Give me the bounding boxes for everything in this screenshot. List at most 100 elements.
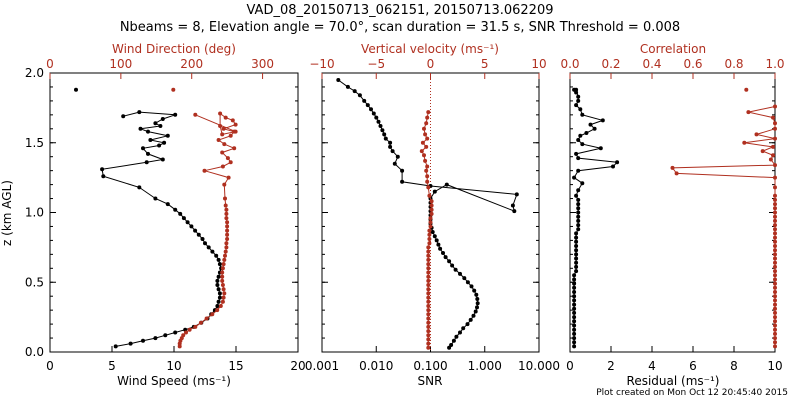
data-point: [428, 216, 433, 221]
data-point: [426, 308, 431, 313]
x-tick-label: 15: [228, 359, 243, 373]
data-point: [224, 245, 229, 250]
data-point: [422, 153, 426, 158]
data-point: [223, 249, 228, 254]
data-point: [220, 299, 225, 304]
data-point: [449, 343, 454, 347]
x-tick-label: 0: [566, 359, 574, 373]
x-tick-label: 10: [166, 359, 181, 373]
data-point: [426, 312, 431, 317]
data-point: [580, 142, 585, 147]
data-point: [426, 304, 431, 308]
data-point: [574, 244, 579, 248]
data-point: [450, 263, 455, 268]
data-point: [574, 269, 579, 274]
x-tick-label: 0.100: [413, 359, 447, 373]
x-top-tick-label: 5: [481, 57, 489, 71]
panel-vertical-bottom-label: SNR: [418, 374, 443, 388]
data-point: [773, 193, 777, 198]
data-point: [233, 129, 238, 134]
data-point: [196, 232, 201, 237]
data-point: [773, 269, 777, 274]
data-point: [221, 262, 226, 267]
data-point: [773, 327, 777, 332]
plot-footer: Plot created on Mon Oct 12 20:45:40 2015: [596, 388, 788, 398]
data-point: [576, 168, 581, 173]
data-point: [426, 337, 431, 342]
data-point: [426, 341, 431, 346]
data-point: [193, 228, 198, 233]
data-point: [362, 98, 367, 103]
y-tick-label: 1.5: [25, 136, 44, 150]
data-point: [468, 317, 473, 322]
data-point: [475, 305, 479, 310]
chart-title: VAD_08_20150713_062151, 20150713.062209: [246, 3, 554, 18]
data-point: [465, 322, 470, 327]
panel-residual: Correlation Residual (ms⁻¹): [569, 42, 776, 388]
data-point: [424, 144, 429, 149]
series-line: [671, 106, 776, 347]
data-point: [426, 245, 431, 250]
data-point: [773, 310, 777, 315]
data-point: [352, 89, 357, 94]
panel-wind-bottom-label: Wind Speed (ms⁻¹): [117, 374, 231, 388]
x-top-tick-label: 0.6: [683, 57, 702, 71]
data-point: [472, 288, 477, 293]
data-point: [222, 257, 227, 262]
data-point: [611, 164, 615, 169]
data-point: [225, 224, 230, 229]
data-point: [773, 197, 777, 202]
data-point: [427, 241, 432, 246]
x-tick-label: 4: [648, 359, 656, 373]
data-point: [228, 160, 233, 165]
data-point: [173, 207, 178, 212]
data-point: [773, 252, 777, 257]
data-point: [426, 316, 431, 321]
data-point: [222, 142, 227, 147]
data-point: [220, 132, 225, 137]
data-point: [773, 126, 777, 131]
x-top-tick-label: 200: [180, 57, 203, 71]
data-point: [444, 182, 449, 187]
x-tick-label: 1.000: [468, 359, 502, 373]
data-point: [461, 326, 466, 331]
data-point: [400, 168, 405, 173]
data-point: [768, 157, 773, 162]
data-point: [426, 278, 431, 283]
data-point: [754, 132, 759, 137]
data-point: [773, 202, 777, 207]
data-point: [426, 287, 431, 292]
data-point: [572, 290, 577, 294]
data-point: [148, 138, 153, 142]
data-point: [592, 126, 597, 131]
data-point: [600, 118, 605, 123]
data-point: [773, 136, 777, 141]
data-point: [137, 185, 142, 190]
data-point: [215, 278, 220, 283]
data-point: [475, 297, 480, 301]
data-point: [224, 216, 229, 221]
data-point: [572, 285, 577, 290]
data-point: [773, 214, 777, 219]
data-point: [773, 315, 777, 320]
data-point: [580, 181, 585, 186]
data-point: [378, 124, 383, 128]
data-point: [74, 87, 78, 92]
data-point: [220, 283, 225, 287]
data-point: [773, 121, 777, 126]
data-point: [773, 163, 777, 168]
data-point: [428, 224, 433, 229]
data-point: [128, 341, 133, 346]
data-point: [773, 319, 777, 324]
data-point: [426, 274, 431, 279]
data-point: [426, 283, 431, 287]
data-point: [187, 327, 192, 332]
data-point: [574, 256, 579, 261]
data-point: [473, 309, 478, 314]
data-point: [224, 207, 229, 212]
data-point: [773, 323, 777, 328]
data-point: [220, 164, 225, 169]
data-point: [427, 237, 432, 241]
data-point: [220, 150, 225, 155]
